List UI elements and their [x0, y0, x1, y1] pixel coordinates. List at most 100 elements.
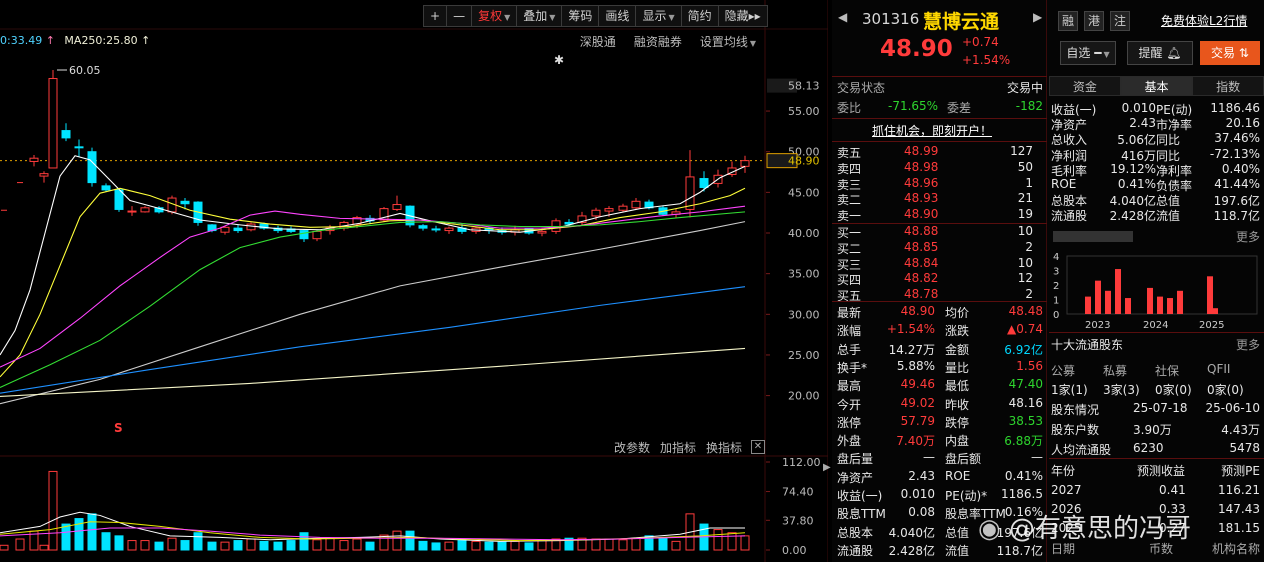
candle-body	[87, 151, 97, 184]
watermark-text: @有意思的冯哥	[1008, 514, 1191, 544]
ask-volume: 50	[1017, 159, 1033, 174]
quote-value: 5.88%	[896, 358, 935, 373]
forecast-footer-label: 日期	[1051, 542, 1076, 556]
fundamental-row: 总股本 4.040亿 总值 197.6亿	[1049, 192, 1264, 209]
mini-bar	[1177, 290, 1183, 314]
quote-label: 最低	[945, 379, 970, 394]
edit-params-button[interactable]: 改参数	[614, 441, 651, 455]
trade-button[interactable]: 交易 ⇅	[1200, 41, 1260, 65]
candle-body	[685, 176, 695, 210]
ask-row: 卖五 48.99 127	[832, 144, 1045, 162]
zoom-out-button[interactable]: —	[446, 5, 473, 27]
forecast-pe: 181.15	[1218, 521, 1260, 535]
volume-bar	[114, 535, 124, 551]
quote-label: 涨幅	[837, 324, 862, 339]
draw-line-button[interactable]: 画线	[598, 5, 637, 27]
quote-right-column: 资金 基本 指数 收益(一) 0.010 PE(动) 1186.46 净资产 2.43 市净…	[1049, 76, 1264, 562]
close-icon[interactable]: ✕	[751, 440, 765, 454]
switch-indicator-button[interactable]: 换指标	[706, 441, 743, 455]
holder-row-value: 25-06-10	[1205, 401, 1260, 415]
ma-settings-dropdown[interactable]: 设置均线 ▼	[700, 33, 756, 50]
quote-row: 收益(一) 0.010 PE(动)* 1186.5	[832, 487, 1045, 505]
fundamental-value: 0.40%	[1221, 161, 1260, 176]
volume-bar	[286, 540, 296, 551]
volume-tools: 改参数 加指标 换指标	[614, 439, 742, 456]
l2-trial-link[interactable]: 免费体验L2行情	[1161, 14, 1248, 28]
volume-axis-label: 0.00	[782, 544, 807, 557]
ask-volume: 19	[1017, 207, 1033, 222]
quote-value: 0.010	[900, 487, 935, 501]
kline-chart-area[interactable]: 55.00 50.00 45.00 40.00 35.00 30.00 25.00 20.00…	[0, 0, 831, 562]
mini-y-tick: 4	[1053, 252, 1059, 263]
quote-label: 量比	[945, 360, 970, 375]
swap-arrows-icon: ⇅	[1238, 46, 1249, 60]
prev-stock-icon[interactable]: ◀	[838, 10, 848, 24]
last-price: 48.90	[880, 36, 953, 62]
volume-bar	[471, 540, 481, 551]
tab-fundamentals[interactable]: 基本	[1120, 76, 1193, 96]
zoom-in-button[interactable]: +	[423, 5, 448, 27]
collapse-panel-icon[interactable]: ▶	[823, 462, 831, 473]
bid-level-label: 买一	[837, 226, 862, 240]
ma20-line	[0, 205, 746, 368]
alert-button[interactable]: 提醒 🔔︎	[1127, 41, 1193, 65]
forecast-year: 2027	[1051, 483, 1082, 497]
price-axis-label: 30.00	[788, 308, 820, 321]
bid-volume: 10	[1017, 224, 1033, 238]
forecast-row: 2026 0.33 147.43	[1049, 502, 1264, 517]
kline-svg[interactable]: 55.0050.0045.0040.0035.0030.0025.0020.00…	[0, 0, 828, 562]
tab-funds[interactable]: 资金	[1049, 76, 1121, 96]
mini-year-label: 2023	[1085, 320, 1110, 330]
display-dropdown[interactable]: 显示 ▼	[635, 5, 682, 27]
overlay-dropdown[interactable]: 叠加 ▼	[516, 5, 563, 27]
quote-row: 外盘 7.40万 内盘 6.88万	[832, 432, 1045, 450]
chips-button[interactable]: 筹码	[561, 5, 600, 27]
fundamental-value: 118.7亿	[1213, 209, 1260, 224]
fundamental-value: 416万	[1121, 148, 1156, 163]
holder-type-label: QFII	[1207, 362, 1231, 376]
volume-ma5	[0, 511, 745, 542]
ask-level-label: 卖三	[837, 177, 862, 192]
volume-bar	[713, 529, 723, 551]
fundamental-label: 负债率	[1156, 179, 1193, 193]
adjust-dropdown[interactable]: 复权 ▼	[471, 5, 518, 27]
price-axis-label: 25.00	[788, 349, 820, 362]
next-stock-icon[interactable]: ▶	[1033, 10, 1043, 24]
ask-volume: 127	[1010, 144, 1033, 158]
more-link[interactable]: 更多	[1235, 230, 1260, 244]
fundamental-label: 净资产	[1051, 118, 1088, 133]
ask-price: 48.99	[904, 144, 939, 158]
watchlist-button[interactable]: 自选 ━ ▼	[1060, 41, 1116, 65]
quote-row: 今开 49.02 昨收 48.16	[832, 396, 1045, 414]
tab-index[interactable]: 指数	[1192, 76, 1264, 96]
northbound-link[interactable]: 深股通	[579, 35, 616, 49]
brief-button[interactable]: 简约	[680, 5, 719, 27]
hk-connect-badge[interactable]: 港	[1084, 11, 1104, 31]
margin-badge[interactable]: 融	[1058, 11, 1078, 31]
price-axis-label: 55.00	[788, 105, 820, 118]
mini-y-tick: 1	[1053, 296, 1059, 307]
open-account-link[interactable]: 抓住机会，即刻开户！	[872, 124, 993, 138]
fundamental-label: 净利率	[1156, 163, 1193, 178]
quote-row: 涨幅 +1.54% 涨跌 ▲0.74	[832, 322, 1045, 340]
up-arrow-icon: ↑	[45, 34, 55, 47]
volume-bar	[127, 540, 137, 551]
quote-label: 最高	[837, 379, 862, 394]
candle-body	[29, 157, 39, 162]
add-indicator-button[interactable]: 加指标	[660, 441, 697, 455]
mini-bar	[1105, 290, 1111, 314]
hide-button[interactable]: 隐藏▸▸	[717, 5, 768, 27]
fundamental-row: 毛利率 19.12% 净利率 0.40%	[1049, 161, 1264, 178]
margin-trading-link[interactable]: 融资融券	[633, 35, 682, 49]
holder-row-label: 股东户数	[1051, 423, 1100, 437]
quote-label: 股息率TTM	[945, 507, 1006, 522]
volume-bar	[431, 542, 441, 551]
holders-more-link[interactable]: 更多	[1235, 338, 1260, 352]
forecast-row: 2025 0.27 181.15	[1049, 521, 1264, 536]
candle-body	[740, 160, 750, 167]
registration-badge[interactable]: 注	[1110, 11, 1130, 31]
quote-value: 47.40	[1008, 377, 1043, 392]
holder-type-label: 私募	[1103, 364, 1128, 378]
fundamental-value: 197.6亿	[1213, 194, 1260, 209]
candle-body	[631, 200, 641, 209]
